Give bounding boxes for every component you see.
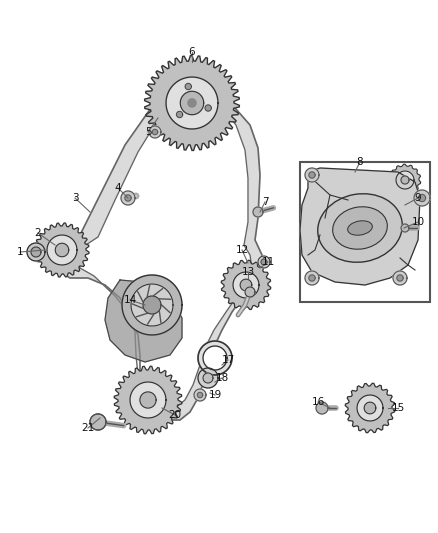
Polygon shape bbox=[198, 368, 218, 388]
Polygon shape bbox=[245, 287, 255, 297]
Text: 2: 2 bbox=[35, 228, 41, 238]
Polygon shape bbox=[114, 366, 182, 434]
Text: 17: 17 bbox=[221, 355, 235, 365]
Polygon shape bbox=[131, 284, 173, 326]
Polygon shape bbox=[393, 271, 407, 285]
Polygon shape bbox=[194, 389, 206, 401]
Polygon shape bbox=[105, 280, 182, 362]
Polygon shape bbox=[414, 190, 430, 206]
Polygon shape bbox=[27, 243, 45, 261]
Text: 7: 7 bbox=[261, 197, 268, 207]
Polygon shape bbox=[31, 247, 41, 257]
Polygon shape bbox=[90, 414, 106, 430]
Polygon shape bbox=[240, 279, 252, 291]
Polygon shape bbox=[357, 395, 383, 421]
Text: 3: 3 bbox=[72, 193, 78, 203]
Text: 6: 6 bbox=[189, 47, 195, 57]
Polygon shape bbox=[149, 126, 161, 138]
Text: 21: 21 bbox=[81, 423, 95, 433]
Text: 8: 8 bbox=[357, 157, 363, 167]
Text: 9: 9 bbox=[415, 193, 421, 203]
Polygon shape bbox=[309, 172, 315, 178]
Polygon shape bbox=[177, 111, 183, 118]
Polygon shape bbox=[55, 243, 69, 257]
Polygon shape bbox=[300, 168, 420, 285]
Polygon shape bbox=[180, 91, 204, 115]
Ellipse shape bbox=[333, 207, 387, 249]
Ellipse shape bbox=[348, 221, 372, 235]
Polygon shape bbox=[309, 275, 315, 281]
Polygon shape bbox=[253, 207, 263, 217]
Text: 5: 5 bbox=[145, 127, 151, 137]
Polygon shape bbox=[316, 402, 328, 414]
Text: 14: 14 bbox=[124, 295, 137, 305]
Text: 11: 11 bbox=[261, 257, 275, 267]
Polygon shape bbox=[305, 168, 319, 182]
Polygon shape bbox=[258, 256, 270, 268]
Polygon shape bbox=[203, 346, 227, 370]
Text: 10: 10 bbox=[411, 217, 424, 227]
Text: 20: 20 bbox=[169, 410, 182, 420]
Polygon shape bbox=[418, 195, 426, 201]
Polygon shape bbox=[396, 171, 414, 189]
Polygon shape bbox=[233, 272, 259, 298]
Polygon shape bbox=[145, 55, 240, 150]
Polygon shape bbox=[140, 392, 156, 408]
Ellipse shape bbox=[318, 193, 402, 262]
Polygon shape bbox=[397, 275, 403, 281]
Text: 12: 12 bbox=[235, 245, 249, 255]
Polygon shape bbox=[198, 341, 232, 375]
Bar bbox=[300, 162, 430, 302]
Text: 13: 13 bbox=[241, 267, 254, 277]
Polygon shape bbox=[205, 105, 211, 111]
Polygon shape bbox=[35, 223, 89, 277]
Polygon shape bbox=[389, 164, 420, 196]
Polygon shape bbox=[166, 77, 218, 129]
Polygon shape bbox=[188, 99, 196, 107]
Polygon shape bbox=[261, 259, 267, 265]
Text: 15: 15 bbox=[392, 403, 405, 413]
Polygon shape bbox=[203, 373, 213, 383]
Text: 18: 18 bbox=[215, 373, 229, 383]
Polygon shape bbox=[130, 382, 166, 418]
Polygon shape bbox=[122, 275, 182, 335]
Text: 19: 19 bbox=[208, 390, 222, 400]
Polygon shape bbox=[152, 130, 158, 135]
Text: 16: 16 bbox=[311, 397, 325, 407]
Text: 1: 1 bbox=[17, 247, 23, 257]
Polygon shape bbox=[125, 195, 131, 201]
Polygon shape bbox=[401, 224, 409, 232]
Polygon shape bbox=[75, 92, 252, 410]
Polygon shape bbox=[221, 260, 271, 310]
Polygon shape bbox=[47, 235, 77, 265]
Text: 4: 4 bbox=[115, 183, 121, 193]
Polygon shape bbox=[364, 402, 376, 414]
Polygon shape bbox=[197, 392, 203, 398]
Polygon shape bbox=[48, 82, 262, 420]
Polygon shape bbox=[90, 414, 106, 430]
Polygon shape bbox=[185, 83, 191, 90]
Polygon shape bbox=[401, 176, 409, 184]
Polygon shape bbox=[143, 296, 161, 314]
Polygon shape bbox=[305, 271, 319, 285]
Polygon shape bbox=[345, 383, 395, 433]
Polygon shape bbox=[121, 191, 135, 205]
